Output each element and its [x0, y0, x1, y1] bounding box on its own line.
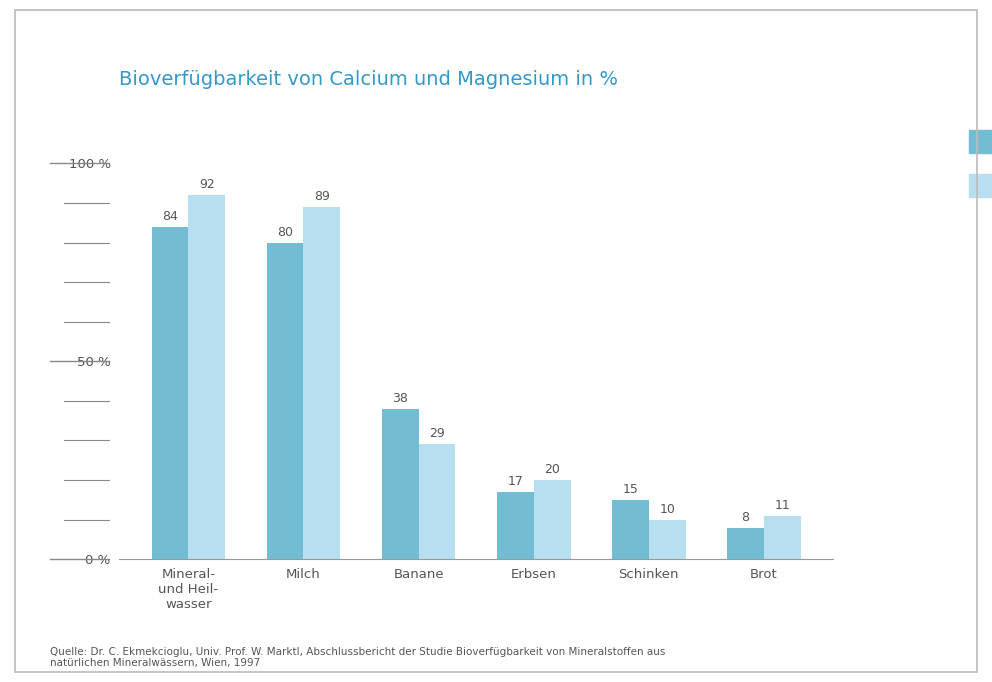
Bar: [649, 520, 685, 559]
Bar: [304, 207, 340, 559]
Bar: [764, 516, 801, 559]
Bar: [612, 500, 649, 559]
Bar: [419, 445, 455, 559]
Bar: [152, 226, 188, 559]
Bar: [267, 243, 304, 559]
Text: 20: 20: [545, 463, 560, 476]
Text: 84: 84: [162, 210, 178, 223]
Bar: [382, 409, 419, 559]
Text: 15: 15: [623, 483, 639, 496]
Text: 10: 10: [660, 503, 676, 516]
Text: 80: 80: [277, 226, 293, 239]
Bar: [534, 480, 570, 559]
Bar: [188, 195, 225, 559]
Text: 92: 92: [198, 178, 214, 191]
Text: 89: 89: [313, 190, 329, 203]
Bar: [497, 492, 534, 559]
Bar: [727, 528, 764, 559]
Text: 29: 29: [430, 428, 444, 441]
Legend: Calcium, Magnesium: Calcium, Magnesium: [962, 123, 992, 204]
Text: 11: 11: [775, 499, 791, 512]
Text: 38: 38: [392, 392, 408, 405]
Text: Quelle: Dr. C. Ekmekcioglu, Univ. Prof. W. Marktl, Abschlussbericht der Studie B: Quelle: Dr. C. Ekmekcioglu, Univ. Prof. …: [50, 647, 665, 668]
Text: 17: 17: [507, 475, 523, 488]
Text: Bioverfügbarkeit von Calcium und Magnesium in %: Bioverfügbarkeit von Calcium und Magnesi…: [119, 70, 618, 89]
Text: 8: 8: [742, 511, 750, 524]
